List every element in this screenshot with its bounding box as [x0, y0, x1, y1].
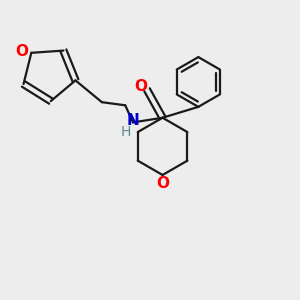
Text: O: O [15, 44, 28, 59]
Text: O: O [156, 176, 169, 191]
Text: O: O [134, 79, 147, 94]
Text: N: N [127, 113, 140, 128]
Text: H: H [121, 125, 131, 139]
